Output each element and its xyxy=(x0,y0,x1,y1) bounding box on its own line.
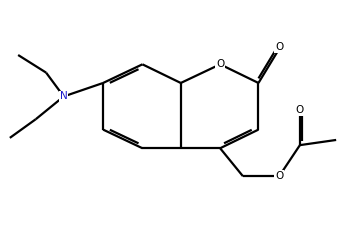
Text: O: O xyxy=(275,42,283,52)
Text: O: O xyxy=(275,171,283,181)
Text: O: O xyxy=(216,59,224,69)
Text: O: O xyxy=(296,106,304,115)
Text: N: N xyxy=(60,91,67,101)
